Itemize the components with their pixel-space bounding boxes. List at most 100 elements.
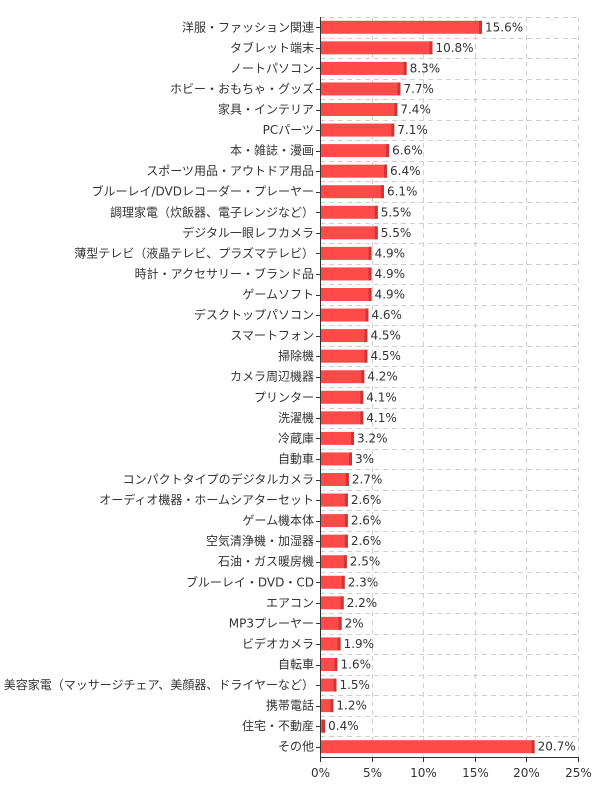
category-label: ノートパソコン [230,61,314,75]
bar [321,267,372,281]
category-label: スポーツ用品・アウトドア用品 [146,164,314,178]
value-label: 20.7% [538,740,576,754]
value-label: 1.6% [341,658,372,672]
bar [321,226,378,240]
category-label: 時計・アクセサリー・ブランド品 [135,266,314,281]
value-label: 4.9% [375,288,406,302]
value-label: 2.6% [351,514,382,528]
bar [321,123,395,137]
bar-shade [368,267,372,281]
x-tick-label: 10% [410,766,437,780]
bar [321,41,433,55]
value-label: 7.1% [397,123,428,137]
bar [321,555,347,569]
bar-shade [386,144,390,158]
bar [321,390,364,404]
bar-shade [322,719,326,733]
bar-shade [344,493,348,507]
category-label: ブルーレイ・DVD・CD [186,574,314,589]
category-label: 家具・インテリア [218,102,314,117]
x-tick-label: 15% [462,766,489,780]
bar [321,534,348,548]
bar [321,473,349,486]
category-label: タブレット端末 [230,40,314,55]
value-label: 4.2% [367,370,398,384]
value-label: 2.6% [351,534,382,548]
value-label: 7.7% [403,82,434,96]
bar-shade [341,575,345,589]
bar-shade [351,431,355,445]
category-label: コンパクトタイプのデジタルカメラ [123,472,314,487]
category-label: PCパーツ [263,123,314,137]
bar-shade [429,41,433,55]
bar-shade [391,123,395,137]
x-tick-label: 25% [565,766,592,780]
category-label: 本・雑誌・漫画 [230,143,314,158]
bar-shade [344,534,348,548]
value-label: 4.9% [375,267,406,281]
value-label: 2% [345,616,364,630]
bar-shade [364,349,368,363]
value-label: 5.5% [381,205,412,219]
bar-shade [343,555,347,569]
value-label: 2.2% [347,596,378,610]
bar-shade [394,103,398,116]
value-label: 6.4% [390,164,421,178]
category-label: プリンター [254,390,314,404]
bar-shade [334,658,338,671]
bar-shade [333,678,337,692]
category-label: その他 [278,740,314,754]
value-label: 1.2% [336,699,367,713]
value-label: 0.4% [328,719,359,733]
category-label: 薄型テレビ（液晶テレビ、プラズマテレビ） [74,245,314,260]
bar [321,61,407,75]
bar [321,596,344,610]
bar [321,637,341,651]
bar [321,370,365,384]
value-label: 6.6% [392,144,423,158]
bar-shade [374,226,378,240]
value-label: 6.1% [387,185,418,199]
bar [321,20,482,34]
bar [321,164,388,178]
category-label: 洋服・ファッション関連 [182,19,314,34]
x-tick-label: 20% [513,766,540,780]
value-label: 15.6% [485,20,523,34]
value-label: 8.3% [410,61,441,75]
bar [321,493,348,507]
bar-shade [338,616,342,630]
category-label: スマートフォン [230,329,314,343]
bar [321,82,401,96]
category-label: エアコン [266,596,314,610]
bar-shade [368,288,372,301]
category-label: ゲーム機本体 [242,513,314,528]
value-label: 2.3% [348,575,379,589]
value-label: 5.5% [381,226,412,240]
bar-shade [345,473,349,486]
value-label: 2.7% [352,473,383,487]
bar [321,411,364,425]
value-label: 4.5% [370,349,401,363]
category-label: カメラ周辺機器 [230,369,314,384]
category-label: 携帯電話 [266,698,314,713]
x-tick-label: 0% [311,766,330,780]
bar [321,740,535,754]
bar [321,103,398,116]
category-label: オーディオ機器・ホームシアターセット [99,492,314,507]
value-label: 2.6% [351,493,382,507]
value-label: 4.5% [370,329,401,343]
category-label: 自転車 [278,658,314,672]
bar [321,329,368,343]
bar [321,246,372,260]
bar-shade [330,699,334,713]
bar-shade [337,637,341,651]
bar [321,205,378,219]
bar [321,452,352,466]
bar [321,288,372,301]
bars: 洋服・ファッション関連 15.6% タブレット端末 10.8% ノートパソコン 8.3% ホ… [0,19,576,753]
value-label: 3.2% [357,431,388,445]
bar [321,514,348,528]
category-label: ビデオカメラ [242,636,314,651]
bar-shade [478,20,482,34]
